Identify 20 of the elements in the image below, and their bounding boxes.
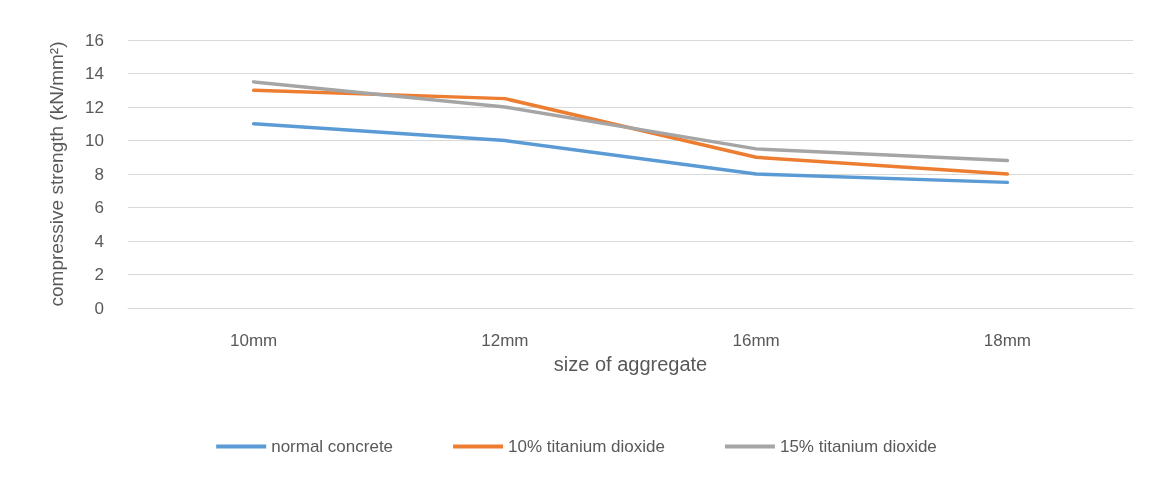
legend-label: normal concrete xyxy=(271,437,394,456)
x-tick-label: 12mm xyxy=(481,331,529,350)
y-tick-label: 6 xyxy=(94,198,104,217)
y-tick-label: 10 xyxy=(85,131,104,150)
legend-label: 10% titanium dioxide xyxy=(508,437,665,456)
x-tick-label: 18mm xyxy=(983,331,1031,350)
line-series xyxy=(251,122,1010,185)
x-tick-label: 10mm xyxy=(230,331,278,350)
y-axis-title: compressive strength (kN/mm²) xyxy=(46,41,67,307)
y-tick-label: 16 xyxy=(85,30,104,50)
x-tick-label: 16mm xyxy=(732,331,780,350)
y-tick-label: 2 xyxy=(94,265,104,284)
y-tick-label: 8 xyxy=(94,164,104,184)
y-tick-label: 0 xyxy=(94,298,104,318)
x-axis-title: size of aggregate xyxy=(553,352,708,375)
y-tick-label: 14 xyxy=(85,64,104,83)
line-series xyxy=(251,80,1010,163)
legend-label: 15% titanium dioxide xyxy=(779,437,937,456)
y-tick-label: 12 xyxy=(85,97,104,117)
y-tick-label: 4 xyxy=(94,231,104,251)
